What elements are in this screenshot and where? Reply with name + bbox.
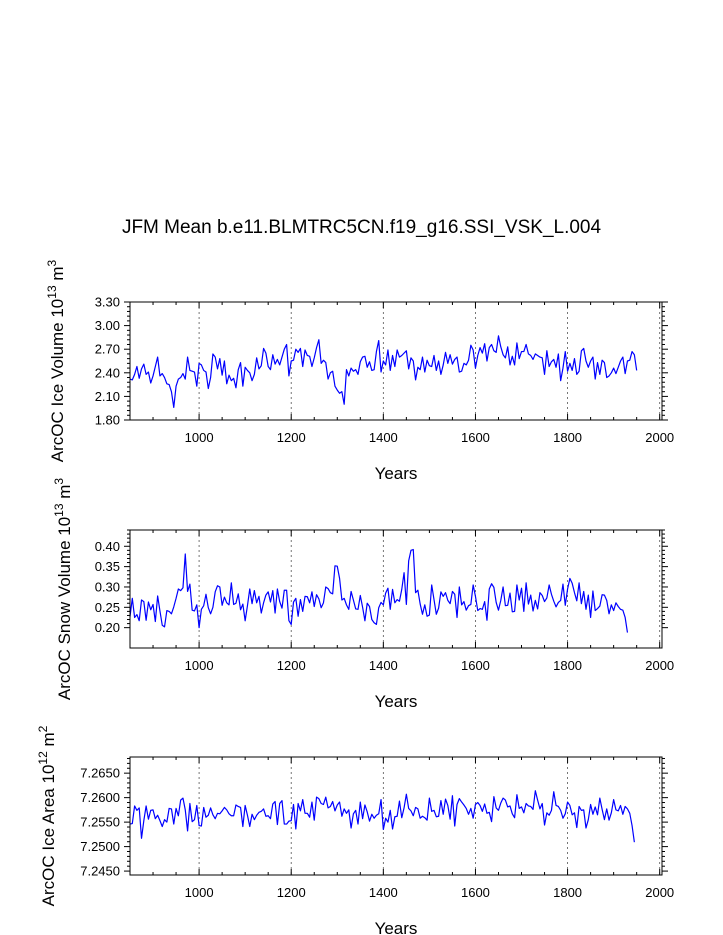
x-axis-title: Years — [375, 692, 418, 711]
x-tick-label: 1800 — [553, 430, 582, 445]
series-line-snow-volume — [129, 548, 629, 633]
panel-snow-volume: 0.20 0.25 0.30 0.35 0.40 1000 1200 1400 1600 1800… — [52, 478, 674, 711]
y-axis-title-unit: m — [55, 485, 74, 504]
x-tick-label: 1800 — [553, 885, 582, 900]
y-axis-title-unit-exponent: 3 — [45, 259, 59, 266]
y-tick-label: 7.2600 — [80, 790, 120, 805]
y-axis-title-unit-exponent: 3 — [52, 478, 66, 485]
y-axis-title: ArcOC Ice Volume 1013 m3 — [45, 259, 67, 462]
y-axis-title: ArcOC Ice Area 1012 m2 — [36, 725, 58, 906]
y-axis-title-exponent: 13 — [45, 285, 59, 299]
y-tick-label: 0.40 — [95, 539, 120, 554]
y-tick-label: 0.25 — [95, 600, 120, 615]
y-tick-label: 0.30 — [95, 579, 120, 594]
x-tick-label: 1200 — [277, 430, 306, 445]
x-tick-label: 1200 — [277, 658, 306, 673]
page-title: JFM Mean b.e11.BLMTRC5CN.f19_g16.SSI_VSK… — [121, 217, 602, 238]
x-tick-label: 1000 — [185, 885, 214, 900]
y-axis-title-base: ArcOC Snow Volume 10 — [55, 517, 74, 700]
plot-frame — [129, 756, 663, 876]
y-tick-label: 7.2450 — [80, 864, 120, 879]
panel-ice-volume: 1.80 2.10 2.40 2.70 3.00 3.30 1000 1200 1400 1600… — [45, 259, 674, 483]
y-tick-label: 1.80 — [95, 413, 120, 428]
panel-ice-area: 7.2450 7.2500 7.2550 7.2600 7.2650 1000 1200 14… — [36, 725, 674, 935]
x-tick-label: 1000 — [185, 658, 214, 673]
y-tick-label: 7.2650 — [80, 766, 120, 781]
plot-frame — [129, 301, 663, 421]
y-axis-title-exponent: 12 — [36, 751, 50, 765]
x-tick-label: 1600 — [461, 885, 490, 900]
x-tick-label: 1000 — [185, 430, 214, 445]
y-axis-title-unit: m — [48, 266, 67, 285]
y-tick-label: 2.70 — [95, 342, 120, 357]
y-tick-label: 0.20 — [95, 620, 120, 635]
series-line-ice-area — [129, 790, 635, 843]
x-tick-label: 2000 — [645, 658, 674, 673]
y-tick-label: 3.00 — [95, 318, 120, 333]
x-tick-label: 2000 — [645, 885, 674, 900]
x-tick-label: 1600 — [461, 430, 490, 445]
y-axis-title: ArcOC Snow Volume 1013 m3 — [52, 478, 74, 701]
x-tick-label: 1800 — [553, 658, 582, 673]
y-tick-label: 2.10 — [95, 389, 120, 404]
y-axis-title-exponent: 13 — [52, 503, 66, 517]
x-axis-title: Years — [375, 464, 418, 483]
x-axis-title: Years — [375, 919, 418, 935]
x-tick-label: 1400 — [369, 658, 398, 673]
y-axis-title-unit: m — [39, 732, 58, 751]
y-tick-label: 2.40 — [95, 365, 120, 380]
y-tick-label: 7.2500 — [80, 839, 120, 854]
x-tick-label: 1400 — [369, 885, 398, 900]
x-tick-label: 1200 — [277, 885, 306, 900]
x-tick-label: 2000 — [645, 430, 674, 445]
x-tick-label: 1600 — [461, 658, 490, 673]
plot-frame — [129, 529, 663, 649]
x-tick-label: 1400 — [369, 430, 398, 445]
y-axis-title-unit-exponent: 2 — [36, 725, 50, 732]
y-axis-title-base: ArcOC Ice Volume 10 — [48, 299, 67, 462]
y-tick-label: 7.2550 — [80, 815, 120, 830]
y-tick-label: 3.30 — [95, 295, 120, 310]
y-tick-label: 0.35 — [95, 559, 120, 574]
y-axis-title-base: ArcOC Ice Area 10 — [39, 765, 58, 907]
series-line-ice-volume — [129, 335, 638, 409]
